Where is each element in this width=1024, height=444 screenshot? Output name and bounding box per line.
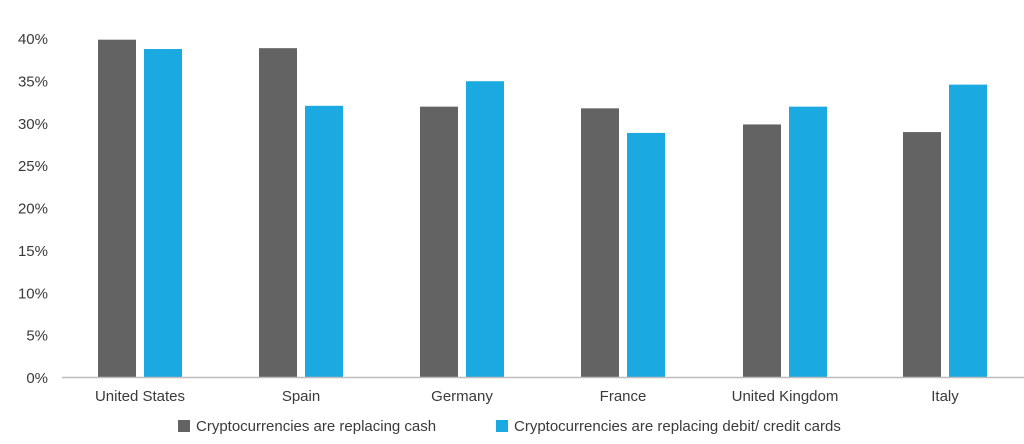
bar-united-states-series-1 <box>98 39 136 377</box>
x-tick-label: United Kingdom <box>732 388 839 405</box>
legend: Cryptocurrencies are replacing cash Crypt… <box>178 418 841 435</box>
x-axis-labels: United States Spain Germany France United Ki… <box>95 388 959 405</box>
legend-swatch-series-1 <box>178 420 190 432</box>
x-tick-label: Italy <box>931 388 959 405</box>
bars-group <box>98 39 987 378</box>
x-tick-label: United States <box>95 388 185 405</box>
bar-spain-series-2 <box>305 105 343 378</box>
x-tick-label: France <box>600 388 647 405</box>
bar-france-series-1 <box>581 108 619 377</box>
bar-italy-series-2 <box>949 84 987 378</box>
bar-france-series-2 <box>627 132 665 377</box>
legend-swatch-series-2 <box>496 420 508 432</box>
bar-germany-series-1 <box>420 106 458 378</box>
bar-united-kingdom-series-2 <box>789 106 827 378</box>
y-tick-label: 35% <box>18 73 48 90</box>
bar-united-states-series-2 <box>144 49 182 378</box>
y-tick-label: 5% <box>26 328 48 345</box>
y-tick-label: 10% <box>18 285 48 302</box>
y-tick-label: 20% <box>18 201 48 218</box>
bar-germany-series-2 <box>466 81 504 377</box>
legend-label-series-2: Cryptocurrencies are replacing debit/ cr… <box>514 418 841 435</box>
bar-italy-series-1 <box>903 132 941 377</box>
x-tick-label: Spain <box>282 388 320 405</box>
x-tick-label: Germany <box>431 388 493 405</box>
y-axis-ticks: 0% 5% 10% 15% 20% 25% 30% 35% 40% <box>18 31 48 387</box>
bar-spain-series-1 <box>259 48 297 378</box>
y-tick-label: 0% <box>26 370 48 387</box>
y-tick-label: 15% <box>18 243 48 260</box>
y-tick-label: 25% <box>18 158 48 175</box>
bar-united-kingdom-series-1 <box>743 124 781 377</box>
legend-label-series-1: Cryptocurrencies are replacing cash <box>196 418 436 435</box>
y-tick-label: 40% <box>18 31 48 48</box>
y-tick-label: 30% <box>18 116 48 133</box>
